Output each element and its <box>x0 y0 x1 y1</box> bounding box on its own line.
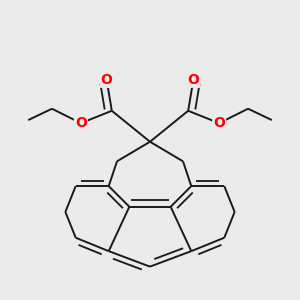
Text: O: O <box>101 73 112 87</box>
Text: O: O <box>75 116 87 130</box>
Text: O: O <box>213 116 225 130</box>
Text: O: O <box>188 73 199 87</box>
